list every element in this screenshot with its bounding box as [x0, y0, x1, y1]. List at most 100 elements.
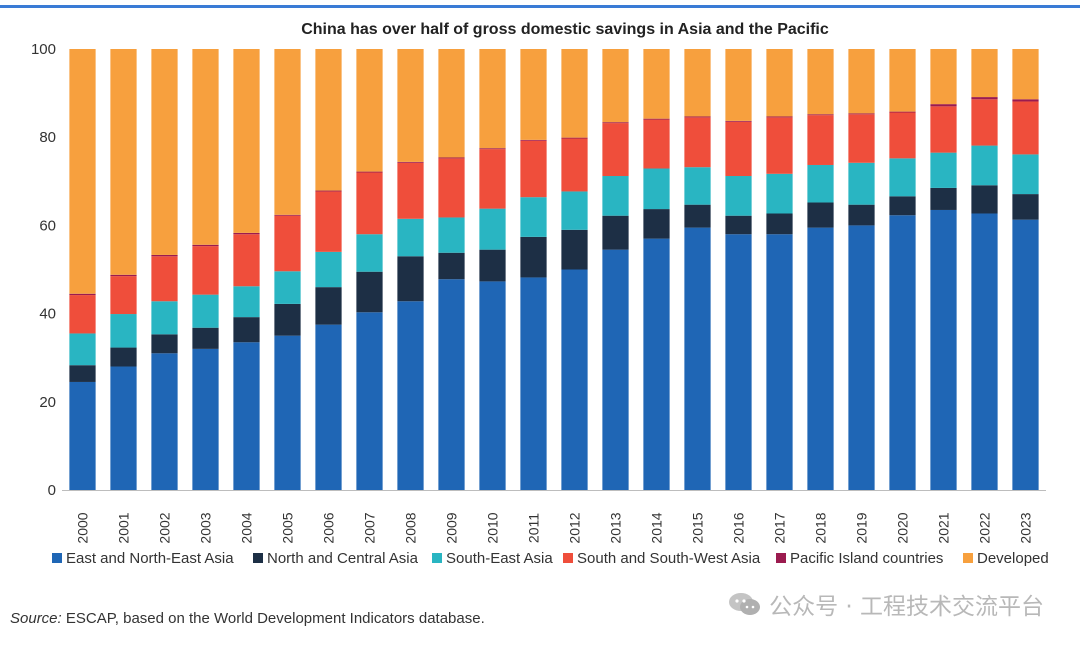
bar-segment: [315, 324, 342, 491]
bar-segment: [438, 279, 465, 490]
bar-segment: [889, 111, 916, 113]
bar-segment: [971, 97, 998, 100]
bar-segment: [69, 295, 96, 334]
bar-segment: [397, 161, 424, 163]
bar-segment: [110, 49, 137, 275]
chart-title: China has over half of gross domestic sa…: [301, 21, 829, 38]
y-tick-label: 40: [39, 306, 56, 323]
x-tick-label: 2015: [690, 512, 706, 543]
bar-segment: [315, 190, 342, 192]
bar-segment: [151, 353, 178, 490]
bar-segment: [233, 286, 260, 318]
x-tick-label: 2013: [608, 512, 624, 543]
bar-segment: [766, 49, 793, 117]
bar-segment: [889, 196, 916, 216]
bar-segment: [848, 162, 875, 205]
bar-segment: [930, 209, 957, 490]
bar-segment: [971, 213, 998, 491]
bar-segment: [807, 227, 834, 491]
stacked-bar-chart: China has over half of gross domestic sa…: [31, 21, 1049, 567]
bar-segment: [643, 49, 670, 119]
bar-segment: [438, 252, 465, 280]
bar-segment: [520, 49, 547, 140]
bar-segment: [971, 99, 998, 146]
x-tick-label: 2006: [321, 512, 337, 543]
bar-segment: [192, 244, 219, 247]
y-tick-label: 20: [39, 394, 56, 411]
x-tick-label: 2022: [977, 512, 993, 543]
x-tick-label: 2017: [772, 512, 788, 543]
bar-segment: [397, 162, 424, 219]
bar-segment: [192, 348, 219, 490]
bar-segment: [520, 139, 547, 141]
x-tick-label: 2012: [567, 512, 583, 543]
source-note: Source: ESCAP, based on the World Develo…: [10, 610, 485, 627]
bar-segment: [315, 287, 342, 325]
bar-segment: [643, 209, 670, 239]
bar-segment: [848, 49, 875, 114]
bar-segment: [602, 123, 629, 177]
bar-segment: [561, 229, 588, 270]
bar-segment: [151, 301, 178, 335]
bar-segment: [725, 120, 752, 122]
bar-segment: [725, 49, 752, 121]
bar-segment: [520, 140, 547, 198]
x-tick-label: 2018: [813, 512, 829, 543]
bar-segment: [684, 167, 711, 205]
x-tick-label: 2004: [239, 512, 255, 543]
bar-segment: [889, 215, 916, 490]
legend-label: South-East Asia: [446, 550, 553, 567]
bar-segment: [315, 251, 342, 288]
bar-segment: [151, 49, 178, 255]
bar-segment: [1012, 49, 1039, 100]
bar-segment: [315, 49, 342, 191]
bar-segment: [807, 202, 834, 228]
x-tick-label: 2005: [280, 512, 296, 543]
bar-segment: [233, 317, 260, 343]
bar-segment: [397, 218, 424, 257]
bar-segment: [602, 122, 629, 124]
bar-segment: [1012, 194, 1039, 220]
bar-segment: [192, 327, 219, 349]
bar-segment: [479, 149, 506, 209]
bar-segment: [643, 238, 670, 490]
x-tick-label: 2019: [854, 512, 870, 543]
bar-segment: [766, 117, 793, 174]
bar-segment: [438, 217, 465, 253]
bar-segment: [69, 365, 96, 382]
bar-segment: [561, 49, 588, 138]
y-tick-label: 60: [39, 217, 56, 234]
legend-swatch: [432, 553, 442, 563]
bar-segment: [643, 119, 670, 169]
watermark: 公众号 · 工程技术交流平台: [727, 587, 1044, 621]
legend-label: East and North-East Asia: [66, 550, 234, 567]
bar-segment: [561, 191, 588, 230]
bar-segment: [110, 274, 137, 277]
bar-segment: [725, 176, 752, 216]
bar-segment: [766, 234, 793, 490]
legend-swatch: [963, 553, 973, 563]
bar-segment: [848, 114, 875, 163]
y-tick-label: 100: [31, 41, 56, 58]
source-label: Source:: [10, 610, 62, 627]
x-tick-label: 2014: [649, 512, 665, 543]
x-tick-label: 2002: [157, 512, 173, 543]
bar-segment: [438, 49, 465, 158]
bar-segment: [725, 215, 752, 235]
bar-segment: [438, 158, 465, 218]
bar-segment: [520, 236, 547, 278]
bar-segment: [151, 256, 178, 302]
bar-segment: [274, 335, 301, 490]
top-rule: [0, 5, 1080, 8]
source-text: ESCAP, based on the World Development In…: [61, 610, 485, 627]
bar-segment: [233, 232, 260, 235]
bar-segment: [971, 49, 998, 98]
bar-segment: [315, 191, 342, 252]
legend-label: Developed: [977, 550, 1049, 567]
legend-label: North and Central Asia: [267, 550, 419, 567]
y-tick-label: 80: [39, 129, 56, 146]
x-tick-label: 2007: [362, 512, 378, 543]
bar-segment: [889, 49, 916, 112]
bar-segment: [848, 204, 875, 226]
bar-segment: [643, 118, 670, 120]
